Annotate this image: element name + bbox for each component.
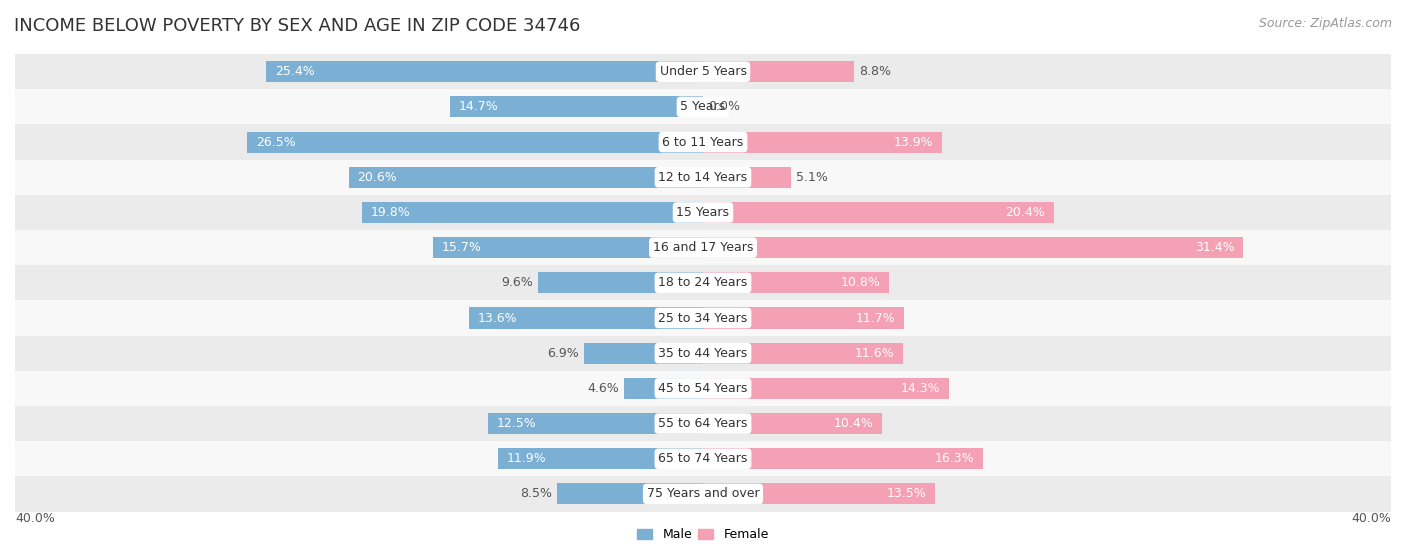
Bar [15, 265, 1391, 300]
Text: 5 Years: 5 Years [681, 101, 725, 113]
Text: 55 to 64 Years: 55 to 64 Years [658, 417, 748, 430]
Bar [450, 96, 703, 117]
Text: 14.3%: 14.3% [901, 382, 941, 395]
Text: 26.5%: 26.5% [256, 136, 295, 149]
Bar [488, 413, 703, 434]
Bar [15, 300, 1391, 335]
Text: 6 to 11 Years: 6 to 11 Years [662, 136, 744, 149]
Text: 75 Years and over: 75 Years and over [647, 487, 759, 500]
Text: 6.9%: 6.9% [547, 347, 579, 359]
Bar [15, 371, 1391, 406]
Text: 0.0%: 0.0% [709, 101, 740, 113]
Bar [624, 378, 703, 399]
Bar [538, 272, 703, 293]
Text: 13.9%: 13.9% [894, 136, 934, 149]
Text: 18 to 24 Years: 18 to 24 Years [658, 276, 748, 290]
Bar [15, 476, 1391, 511]
Text: 31.4%: 31.4% [1195, 241, 1234, 254]
Bar [433, 237, 703, 258]
Text: 15.7%: 15.7% [441, 241, 481, 254]
Bar [703, 61, 855, 82]
Bar [557, 484, 703, 504]
Text: 35 to 44 Years: 35 to 44 Years [658, 347, 748, 359]
Bar [349, 167, 703, 188]
Bar [703, 378, 949, 399]
Text: 40.0%: 40.0% [15, 511, 55, 524]
Text: 40.0%: 40.0% [1351, 511, 1391, 524]
Bar [703, 448, 983, 470]
Bar [266, 61, 703, 82]
Legend: Male, Female: Male, Female [633, 523, 773, 547]
Bar [15, 441, 1391, 476]
Bar [15, 406, 1391, 441]
Bar [363, 202, 703, 223]
Text: 13.5%: 13.5% [887, 487, 927, 500]
Bar [703, 202, 1054, 223]
Text: 11.9%: 11.9% [508, 452, 547, 465]
Bar [470, 307, 703, 329]
Bar [15, 335, 1391, 371]
Text: 10.8%: 10.8% [841, 276, 880, 290]
Text: 10.4%: 10.4% [834, 417, 873, 430]
Bar [15, 160, 1391, 195]
Text: 4.6%: 4.6% [586, 382, 619, 395]
Text: Source: ZipAtlas.com: Source: ZipAtlas.com [1258, 17, 1392, 30]
Text: 9.6%: 9.6% [501, 276, 533, 290]
Bar [703, 343, 903, 364]
Text: 19.8%: 19.8% [371, 206, 411, 219]
Bar [703, 307, 904, 329]
Text: 12 to 14 Years: 12 to 14 Years [658, 170, 748, 184]
Text: 11.7%: 11.7% [856, 311, 896, 325]
Text: 8.8%: 8.8% [859, 65, 891, 78]
Bar [15, 54, 1391, 89]
Text: 16 and 17 Years: 16 and 17 Years [652, 241, 754, 254]
Bar [15, 230, 1391, 265]
Text: 15 Years: 15 Years [676, 206, 730, 219]
Text: 5.1%: 5.1% [796, 170, 828, 184]
Bar [247, 131, 703, 153]
Text: INCOME BELOW POVERTY BY SEX AND AGE IN ZIP CODE 34746: INCOME BELOW POVERTY BY SEX AND AGE IN Z… [14, 17, 581, 35]
Text: 13.6%: 13.6% [478, 311, 517, 325]
Text: 11.6%: 11.6% [855, 347, 894, 359]
Bar [703, 167, 790, 188]
Text: 20.4%: 20.4% [1005, 206, 1045, 219]
Text: 12.5%: 12.5% [496, 417, 536, 430]
Bar [585, 343, 703, 364]
Text: Under 5 Years: Under 5 Years [659, 65, 747, 78]
Text: 45 to 54 Years: 45 to 54 Years [658, 382, 748, 395]
Text: 20.6%: 20.6% [357, 170, 396, 184]
Text: 25.4%: 25.4% [274, 65, 315, 78]
Text: 14.7%: 14.7% [458, 101, 499, 113]
Bar [498, 448, 703, 470]
Text: 25 to 34 Years: 25 to 34 Years [658, 311, 748, 325]
Bar [703, 484, 935, 504]
Bar [703, 237, 1243, 258]
Bar [703, 272, 889, 293]
Text: 16.3%: 16.3% [935, 452, 974, 465]
Bar [15, 195, 1391, 230]
Bar [703, 131, 942, 153]
Text: 65 to 74 Years: 65 to 74 Years [658, 452, 748, 465]
Text: 8.5%: 8.5% [520, 487, 551, 500]
Bar [15, 125, 1391, 160]
Bar [703, 413, 882, 434]
Bar [15, 89, 1391, 125]
